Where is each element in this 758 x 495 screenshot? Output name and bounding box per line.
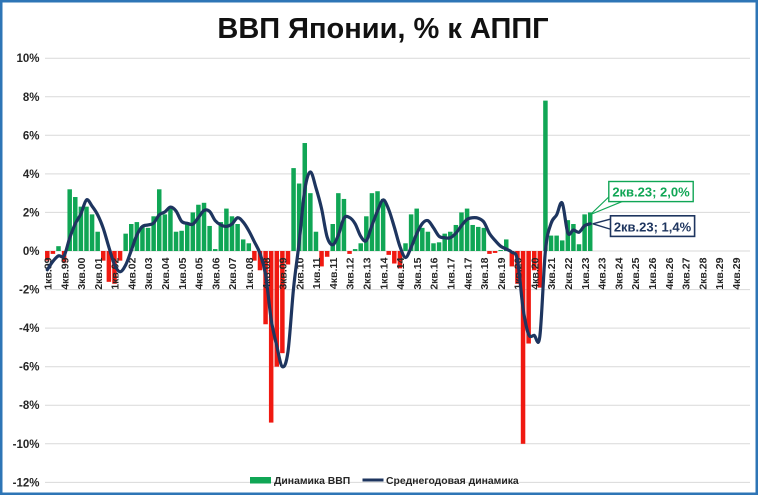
svg-text:1кв.29: 1кв.29 (714, 257, 726, 289)
svg-text:1кв.23: 1кв.23 (580, 257, 592, 289)
svg-text:3кв.03: 3кв.03 (143, 257, 155, 289)
svg-text:4кв.17: 4кв.17 (462, 257, 474, 289)
svg-text:1кв.08: 1кв.08 (244, 257, 256, 289)
svg-text:1кв.05: 1кв.05 (177, 257, 189, 289)
svg-text:2кв.01: 2кв.01 (93, 257, 105, 289)
svg-text:6%: 6% (23, 130, 40, 142)
svg-text:4кв.20: 4кв.20 (529, 257, 541, 289)
svg-text:3кв.06: 3кв.06 (210, 257, 222, 289)
svg-text:2кв.04: 2кв.04 (160, 257, 172, 289)
svg-text:4кв.11: 4кв.11 (328, 257, 340, 289)
svg-text:3кв.12: 3кв.12 (345, 257, 357, 289)
svg-text:0%: 0% (23, 246, 40, 258)
svg-text:-2%: -2% (19, 285, 39, 297)
svg-text:4кв.14: 4кв.14 (395, 257, 407, 289)
svg-text:3кв.00: 3кв.00 (76, 257, 88, 289)
svg-text:4%: 4% (23, 169, 40, 181)
svg-text:ВВП Японии, % к АППГ: ВВП Японии, % к АППГ (217, 13, 548, 45)
svg-text:2кв.19: 2кв.19 (496, 257, 508, 289)
svg-text:1кв.17: 1кв.17 (446, 257, 458, 289)
svg-text:2кв.13: 2кв.13 (362, 257, 374, 289)
svg-text:3кв.15: 3кв.15 (412, 257, 424, 289)
svg-text:4кв.29: 4кв.29 (731, 257, 743, 289)
svg-text:3кв.21: 3кв.21 (546, 257, 558, 289)
svg-text:8%: 8% (23, 92, 40, 104)
svg-text:4кв.26: 4кв.26 (664, 257, 676, 289)
svg-text:2кв.23; 2,0%: 2кв.23; 2,0% (612, 185, 690, 200)
svg-text:2кв.28: 2кв.28 (697, 257, 709, 289)
svg-text:Динамика ВВП: Динамика ВВП (274, 476, 350, 487)
svg-text:3кв.18: 3кв.18 (479, 257, 491, 289)
svg-text:-12%: -12% (13, 477, 40, 489)
svg-text:2кв.25: 2кв.25 (630, 257, 642, 289)
svg-text:1кв.26: 1кв.26 (647, 257, 659, 289)
svg-text:3кв.27: 3кв.27 (681, 257, 693, 289)
svg-text:10%: 10% (16, 53, 39, 65)
svg-text:2кв.16: 2кв.16 (429, 257, 441, 289)
svg-text:2кв.07: 2кв.07 (227, 257, 239, 289)
svg-text:2кв.22: 2кв.22 (563, 257, 575, 289)
svg-text:Среднегодовая динамика: Среднегодовая динамика (386, 476, 519, 487)
svg-text:-8%: -8% (19, 400, 39, 412)
svg-text:1кв.11: 1кв.11 (311, 257, 323, 289)
svg-text:1кв.02: 1кв.02 (110, 257, 122, 289)
svg-text:4кв.99: 4кв.99 (59, 257, 71, 289)
svg-text:-6%: -6% (19, 362, 39, 374)
svg-text:4кв.05: 4кв.05 (194, 257, 206, 289)
svg-text:3кв.09: 3кв.09 (278, 257, 290, 289)
svg-text:-10%: -10% (13, 439, 40, 451)
svg-text:2кв.23; 1,4%: 2кв.23; 1,4% (614, 219, 692, 234)
svg-text:2%: 2% (23, 207, 40, 219)
svg-text:1кв.14: 1кв.14 (378, 257, 390, 289)
svg-text:-4%: -4% (19, 323, 39, 335)
svg-text:3кв.24: 3кв.24 (613, 257, 625, 289)
svg-text:4кв.02: 4кв.02 (127, 257, 139, 289)
svg-text:4кв.23: 4кв.23 (597, 257, 609, 289)
